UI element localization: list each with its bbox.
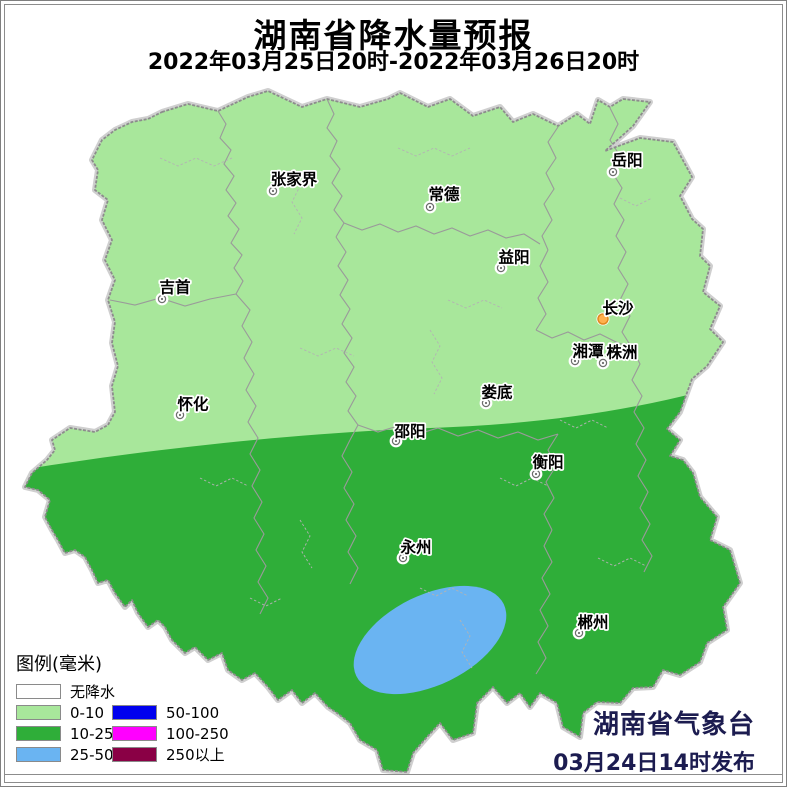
city-label: 邵阳 [393, 423, 425, 441]
city-marker-halo [479, 396, 493, 410]
city-marker-group: 吉首 [155, 276, 193, 306]
city-marker-halo [568, 354, 582, 368]
city-marker-group: 岳阳 [606, 149, 644, 179]
city-label: 永州 [399, 538, 431, 557]
city-marker-halo [389, 434, 403, 448]
city-marker-dot [611, 170, 615, 174]
legend-label: 100-250 [166, 724, 229, 743]
city-marker-dot [573, 359, 577, 363]
city-label: 衡阳 [532, 453, 563, 472]
city-marker-group: 娄底 [479, 381, 515, 410]
province-outline [24, 90, 741, 773]
city-marker-dot [160, 297, 164, 301]
legend-swatch-0-10 [16, 705, 61, 720]
region-pocket-25-50 [353, 585, 507, 695]
city-marker-dot [499, 266, 503, 270]
prefecture-boundaries [109, 98, 653, 675]
city-marker-group: 邵阳 [389, 421, 427, 448]
legend-label: 0-10 [70, 703, 105, 722]
forecast-period: 2022年03月25日20时-2022年03月26日20时 [147, 50, 640, 75]
issuing-agency: 湖南省气象台 [592, 710, 755, 740]
city-marker-group: 衡阳 [529, 451, 565, 481]
city-marker-dot [534, 472, 538, 476]
capital-city-marker [597, 313, 609, 325]
city-label: 张家界 [271, 170, 318, 189]
city-label: 常德 [428, 185, 460, 204]
city-marker-group: 益阳 [494, 246, 531, 275]
city-label: 长沙 [602, 299, 634, 318]
city-marker-dot [401, 556, 405, 560]
city-label: 郴州 [577, 613, 608, 632]
city-marker-dot [178, 413, 182, 417]
city-marker-group: 怀化 [173, 393, 211, 422]
city-marker-dot [601, 361, 605, 365]
city-marker-halo [155, 292, 169, 306]
legend-row: 无降水 [16, 681, 229, 702]
legend-label: 无降水 [70, 683, 116, 701]
city-label: 岳阳 [611, 151, 642, 170]
legend-label: 50-100 [166, 703, 220, 722]
city-label: 娄底 [481, 383, 513, 402]
legend-swatch-25-50 [16, 747, 61, 762]
city-marker-halo [423, 200, 437, 214]
legend-row: 10-25 100-250 [16, 723, 229, 744]
city-marker-halo [494, 261, 508, 275]
legend-swatch-100-250 [112, 726, 157, 741]
legend-swatch-250plus [112, 747, 157, 762]
legend: 图例(毫米) 无降水 0-10 50-100 10-25 100-250 25-… [16, 650, 229, 765]
city-label: 湘潭 [572, 342, 604, 361]
legend-swatch-none [16, 684, 61, 699]
legend-label: 25-50 [70, 745, 114, 764]
city-marker-halo [173, 408, 187, 422]
city-marker-group: 株洲 [596, 341, 639, 370]
page-title: 湖南省降水量预报 [253, 16, 534, 55]
legend-label: 10-25 [70, 724, 114, 743]
city-label: 益阳 [498, 248, 529, 267]
city-label: 怀化 [177, 395, 209, 414]
city-marker-halo [396, 551, 410, 565]
city-marker-dot [484, 401, 488, 405]
legend-title: 图例(毫米) [16, 654, 103, 675]
legend-swatch-10-25 [16, 726, 61, 741]
city-marker-halo [572, 626, 586, 640]
city-marker-group: 永州 [396, 536, 433, 565]
city-marker-dot [577, 631, 581, 635]
county-boundaries [159, 147, 653, 669]
city-marker-halo [596, 356, 610, 370]
city-marker-group: 郴州 [572, 611, 610, 640]
city-marker-group: 常德 [423, 183, 462, 214]
city-marker-dot [394, 439, 398, 443]
attribution: 湖南省气象台 03月24日14时发布 [553, 704, 755, 777]
city-marker-halo [266, 184, 280, 198]
legend-swatch-50-100 [112, 705, 157, 720]
legend-row: 25-50 250以上 [16, 744, 229, 765]
city-label: 吉首 [159, 278, 191, 297]
city-marker-group: 湘潭 [568, 340, 606, 368]
city-marker-group: 张家界 [266, 168, 319, 198]
city-marker-dot [271, 189, 275, 193]
city-capital: 长沙 [596, 297, 636, 326]
city-marker-halo [606, 165, 620, 179]
legend-label: 250以上 [166, 746, 225, 764]
issue-time: 03月24日14时发布 [553, 751, 755, 776]
city-marker-halo [529, 467, 543, 481]
legend-row: 0-10 50-100 [16, 702, 229, 723]
city-marker-dot [428, 205, 432, 209]
city-label: 株洲 [606, 343, 637, 362]
